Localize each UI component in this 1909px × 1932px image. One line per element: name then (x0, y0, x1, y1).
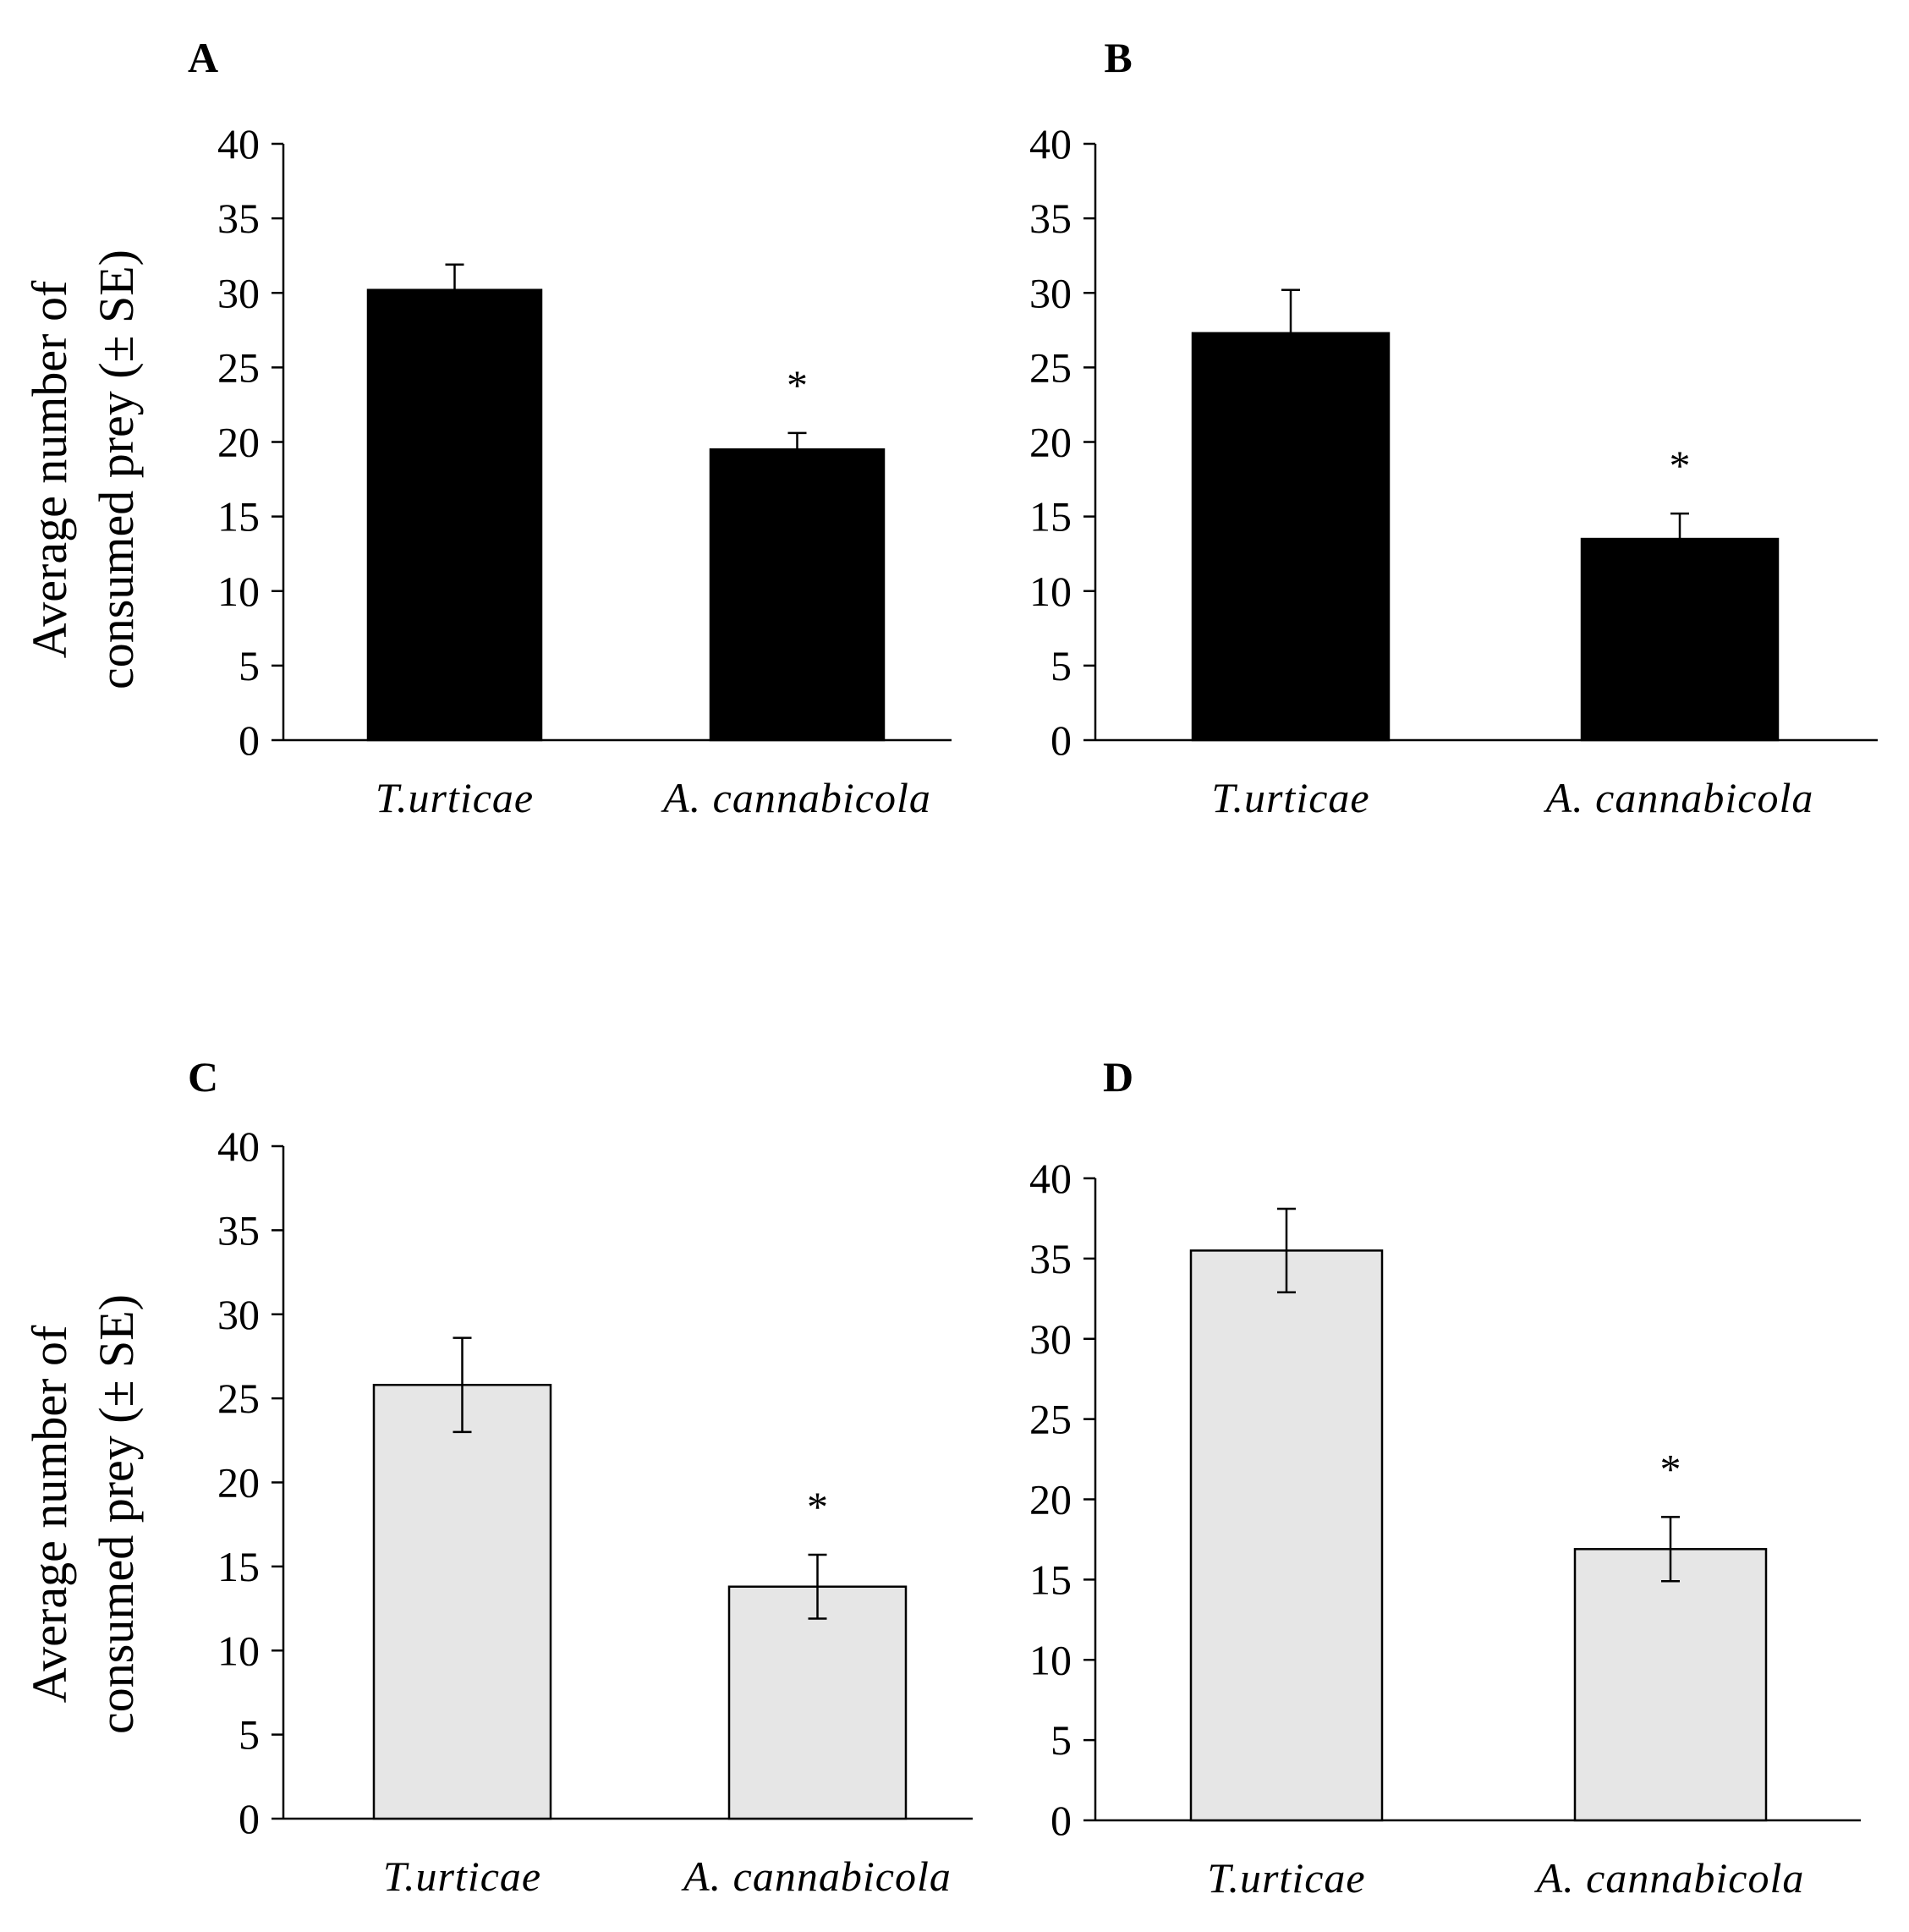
significance-mark-a-2: * (787, 361, 808, 409)
y-tick-label-d: 35 (1029, 1235, 1072, 1282)
y-axis-label-top-line2: consumed prey (± SE) (89, 250, 144, 689)
y-tick-label-c: 25 (217, 1375, 260, 1422)
bar-b-1 (1191, 332, 1391, 742)
bar-a-1 (366, 288, 543, 742)
y-tick-label-d: 0 (1050, 1797, 1072, 1844)
y-tick-label-b: 20 (1029, 419, 1072, 466)
y-tick-label-d: 15 (1029, 1556, 1072, 1603)
y-axis-label-bottom-line1: Average number of (22, 1325, 77, 1703)
category-label-a-2: A. cannabicola (661, 774, 931, 821)
category-label-d-1: T.urticae (1207, 1854, 1365, 1902)
y-tick-label-a: 35 (217, 195, 260, 242)
y-tick-label-b: 35 (1029, 195, 1072, 242)
y-axis-label-bottom-line2: consumed prey (± SE) (89, 1294, 144, 1734)
significance-mark-b-2: * (1670, 442, 1691, 489)
y-tick-label-a: 20 (217, 419, 260, 466)
y-tick-label-a: 40 (217, 120, 260, 167)
panel-label-c: C (188, 1053, 218, 1100)
category-label-b-1: T.urticae (1211, 774, 1369, 821)
y-tick-label-d: 5 (1050, 1716, 1072, 1764)
y-tick-label-c: 40 (217, 1122, 260, 1170)
y-tick-label-d: 20 (1029, 1476, 1072, 1523)
bar-d-1 (1189, 1249, 1384, 1822)
y-tick-label-b: 10 (1029, 568, 1072, 615)
panel-label-a: A (188, 34, 218, 81)
bar-d-2 (1573, 1548, 1768, 1822)
y-tick-label-a: 30 (217, 269, 260, 316)
y-tick-label-a: 5 (239, 642, 260, 689)
y-tick-label-c: 30 (217, 1291, 260, 1338)
y-tick-label-a: 25 (217, 343, 260, 391)
y-tick-label-a: 10 (217, 568, 260, 615)
y-tick-label-a: 15 (217, 493, 260, 541)
y-tick-label-c: 10 (217, 1627, 260, 1674)
panel-c: C 0 5 10 15 20 25 30 35 40 T.urticae * A. cannabicol… (188, 1053, 973, 1900)
y-tick-label-d: 30 (1029, 1315, 1072, 1363)
y-tick-label-d: 40 (1029, 1155, 1072, 1202)
panel-a: A 0 5 10 15 20 25 30 35 40 T.urticae * A. cannabicol… (188, 34, 952, 821)
y-tick-label-c: 5 (239, 1711, 260, 1759)
category-label-c-1: T.urticae (383, 1852, 541, 1900)
panel-d: D 0 5 10 15 20 25 30 35 40 T.urticae * A. cannabicol… (1029, 1053, 1861, 1902)
bar-c-1 (372, 1383, 552, 1820)
category-label-c-2: A. cannabicola (681, 1852, 952, 1900)
significance-mark-c-2: * (807, 1483, 828, 1530)
category-label-b-2: A. cannabicola (1544, 774, 1814, 821)
category-label-a-1: T.urticae (376, 774, 534, 821)
bar-c-2 (727, 1585, 908, 1820)
y-tick-label-c: 20 (217, 1459, 260, 1507)
y-tick-label-c: 35 (217, 1206, 260, 1254)
y-tick-label-b: 15 (1029, 493, 1072, 541)
y-tick-label-d: 10 (1029, 1636, 1072, 1683)
y-axis-label-top-line1: Average number of (22, 280, 77, 658)
y-tick-label-c: 0 (239, 1795, 260, 1842)
bar-a-2 (709, 448, 886, 742)
y-tick-label-b: 30 (1029, 269, 1072, 316)
bar-b-2 (1580, 537, 1780, 742)
y-tick-label-b: 25 (1029, 343, 1072, 391)
y-tick-label-b: 0 (1050, 716, 1072, 764)
panel-b: B 0 5 10 15 20 25 30 35 40 T.urticae * A. cannabicol… (1029, 34, 1878, 821)
y-tick-label-b: 40 (1029, 120, 1072, 167)
y-tick-label-a: 0 (239, 716, 260, 764)
y-tick-label-d: 25 (1029, 1396, 1072, 1443)
y-tick-label-c: 15 (217, 1543, 260, 1590)
panel-label-b: B (1104, 34, 1132, 81)
category-label-d-2: A. cannabicola (1534, 1854, 1805, 1902)
significance-mark-d-2: * (1660, 1445, 1681, 1492)
y-tick-label-b: 5 (1050, 642, 1072, 689)
panel-label-d: D (1103, 1053, 1133, 1100)
